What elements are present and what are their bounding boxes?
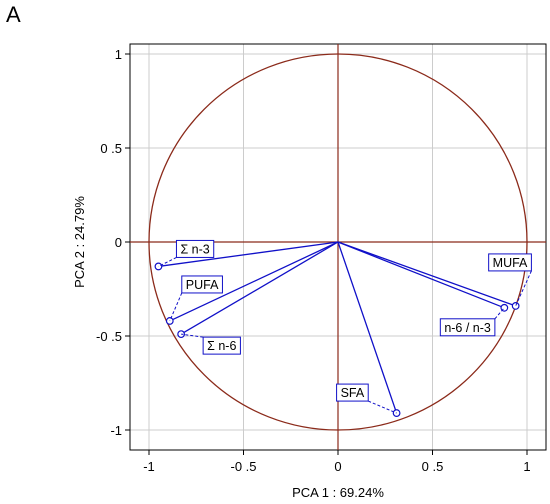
variable-vector: PUFA [165,241,339,325]
label-box [488,253,532,272]
variable-label: Σ n-6 [207,339,236,353]
tick-labels: -1 -0 .5 0 0 .5 1 1 0 .5 0 -0 .5 -1 [96,47,531,474]
variable-vector: SFA [336,241,401,417]
x-tick-label: -1 [143,459,155,474]
panel-letter: A [6,2,21,27]
vector-line [180,241,339,335]
vector-line [337,241,505,309]
label-leader [158,256,177,267]
label-leader [181,333,204,338]
variable-label: MUFA [493,256,528,270]
variable-vector: MUFA [337,241,532,310]
x-axis-label: PCA 1 : 69.24% [292,485,384,500]
vector-line [158,241,339,268]
label-box [175,239,215,258]
vector-point [511,302,520,310]
vector-line [337,241,398,414]
y-tick-label: -1 [110,423,122,438]
label-box [181,275,223,294]
y-tick-label: 0 .5 [100,141,122,156]
vector-point [392,409,401,417]
vector-line [169,241,339,322]
label-box [336,383,369,402]
vector-line [337,241,516,307]
variable-vector: n-6 / n-3 [337,241,509,337]
variable-label: SFA [341,386,365,400]
loading-vectors: Σ n-3 PUFA Σ n-6 MUFA n-6 / n-3 SFA [154,239,532,417]
label-box [439,318,496,337]
x-tick-label: -0 .5 [230,459,256,474]
variable-vector: Σ n-3 [154,239,339,271]
y-axis-label: PCA 2 : 24.79% [72,196,87,288]
label-box [202,336,241,355]
variable-label: Σ n-3 [180,242,209,256]
label-leader [515,270,532,307]
variable-label: n-6 / n-3 [444,321,491,335]
label-leader [494,307,505,320]
y-tick-label: 0 [115,235,122,250]
y-tick-label: 1 [115,47,122,62]
y-tick-label: -0 .5 [96,329,122,344]
x-tick-label: 1 [523,459,530,474]
variable-vector: Σ n-6 [177,241,339,355]
variable-label: PUFA [186,278,219,292]
vector-point [165,317,174,325]
label-leader [368,400,397,414]
x-tick-label: 0 [334,459,341,474]
label-leader [169,292,183,322]
x-tick-label: 0 .5 [422,459,444,474]
